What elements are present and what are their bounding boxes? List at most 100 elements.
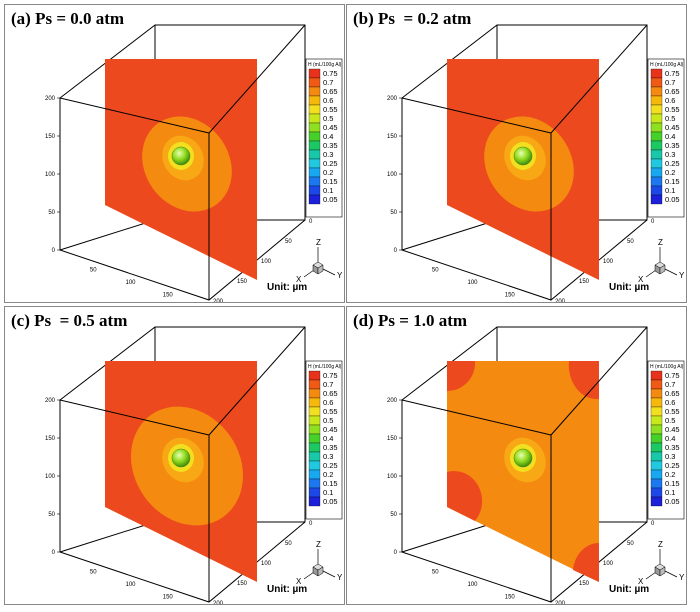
z-tick-label: 50 [390,210,397,216]
triad-x-axis [303,571,315,580]
legend-swatch [308,140,321,151]
triad-z-label: Z [658,540,663,549]
z-tick-label: 0 [394,248,398,254]
legend-swatch [308,406,321,417]
box-edge [59,521,156,553]
legend-swatch [308,415,321,426]
z-tick-label: 150 [45,134,56,140]
legend-swatch [650,496,663,507]
triad-cube-right [659,566,666,577]
box-edge [550,24,648,134]
legend-label: 0.2 [323,168,333,177]
legend-label: 0.55 [323,105,338,114]
legend-label: 0.6 [323,96,333,105]
legend-swatch [650,77,663,88]
legend-swatch [650,469,663,480]
legend-swatch [308,158,321,169]
z-tick-label: 100 [45,172,56,178]
legend-swatch [650,460,663,471]
legend-swatch [308,442,321,453]
y-tick-label: 100 [603,259,614,265]
legend-swatch [650,113,663,124]
x-tick-label: 100 [467,280,478,286]
panel-title: (d) Ps = 1.0 atm [353,311,468,330]
legend-label: 0.4 [323,132,333,141]
legend-label: 0.25 [665,461,680,470]
y-tick-label: 200 [213,299,224,303]
y-tick-label: 50 [627,541,634,547]
sphere-particle [513,448,533,468]
legend-swatch [650,185,663,196]
3d-plot: 20015010050050100150200050100150200H (mL… [387,24,685,303]
legend-label: 0.65 [665,389,680,398]
triad-y-label: Y [679,271,685,280]
legend-label: 0.65 [323,389,338,398]
box-edge [401,521,498,553]
legend-swatch [308,86,321,97]
legend-swatch [650,149,663,160]
legend-label: 0.35 [323,443,338,452]
legend-label: 0.55 [665,407,680,416]
corner-patch [447,471,483,521]
panel-title: (b) Ps = 0.2 atm [353,9,472,28]
y-tick-label: 150 [579,279,590,285]
legend-label: 0.65 [665,87,680,96]
legend-label: 0.7 [665,78,675,87]
legend-label: 0.05 [323,195,338,204]
triad-y-label: Y [679,573,685,582]
triad-y-axis [322,268,336,276]
legend-label: 0.3 [323,452,333,461]
z-tick-label: 0 [52,248,56,254]
legend-label: 0.4 [665,132,675,141]
legend-swatch [308,487,321,498]
z-tick-label: 50 [48,512,55,518]
legend-swatch [308,388,321,399]
3d-plot: 20015010050050100150200050100150200H (mL… [387,326,685,604]
unit-label: Unit: µm [609,584,650,595]
y-tick-label: 200 [555,299,566,303]
legend-label: 0.4 [323,434,333,443]
z-tick-label: 200 [45,398,56,404]
legend-label: 0.1 [323,488,333,497]
legend-swatch [308,451,321,462]
sphere-particle [171,448,191,468]
box-edge [401,399,552,436]
box-edge [550,326,648,436]
x-tick-label: 150 [505,595,516,601]
legend-swatch [650,370,663,381]
sphere-particle [171,146,191,166]
legend-swatch [650,478,663,489]
legend-label: 0.5 [323,416,333,425]
legend-label: 0.35 [665,141,680,150]
legend-label: 0.15 [323,177,338,186]
legend-label: 0.15 [665,177,680,186]
z-tick-label: 50 [48,210,55,216]
legend-label: 0.7 [323,78,333,87]
x-tick-label: 100 [125,582,136,588]
legend-swatch [650,68,663,79]
legend-swatch [308,478,321,489]
box-edge [401,219,498,251]
legend-swatch [650,433,663,444]
box-edge [59,97,210,134]
legend-swatch [650,167,663,178]
y-tick-label: 50 [285,239,292,245]
legend-swatch [308,122,321,133]
legend-swatch [308,460,321,471]
legend-label: 0.6 [665,96,675,105]
legend-swatch [308,194,321,205]
legend-label: 0.3 [323,150,333,159]
legend-label: 0.3 [665,452,675,461]
legend-label: 0.35 [323,141,338,150]
legend-label: 0.2 [665,470,675,479]
legend-swatch [308,176,321,187]
legend-label: 0.45 [323,123,338,132]
z-tick-label: 200 [387,398,398,404]
box-edge [59,219,156,251]
x-tick-label: 150 [163,293,174,299]
x-tick-label: 50 [432,268,439,274]
x-tick-label: 50 [90,268,97,274]
z-tick-label: 150 [45,436,56,442]
z-tick-label: 200 [387,96,398,102]
